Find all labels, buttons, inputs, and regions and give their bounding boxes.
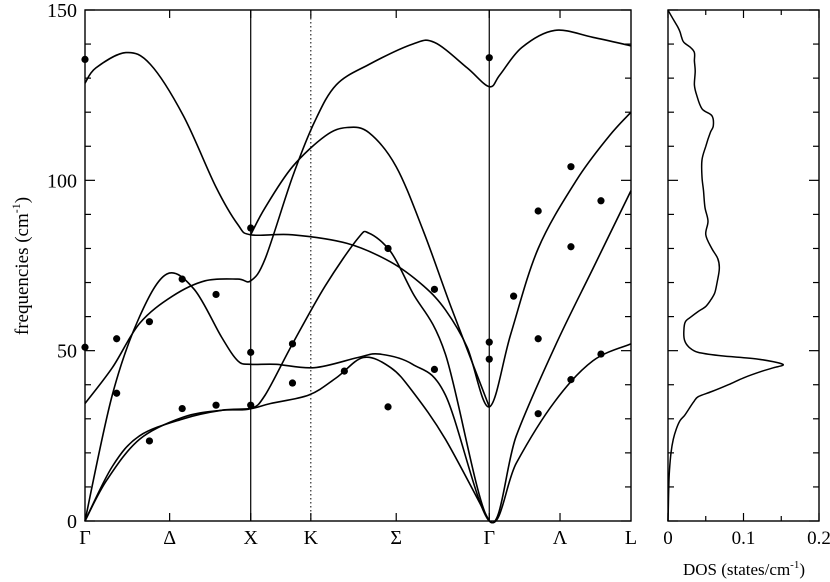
dos-x-axis-label-superscript: -1	[790, 559, 799, 571]
y-tick-label: 0	[67, 511, 77, 533]
dispersion-branch-4	[84, 190, 632, 524]
experimental-point	[485, 338, 493, 346]
y-tick-label: 50	[57, 341, 77, 363]
experimental-point	[430, 365, 439, 374]
experimental-point	[534, 335, 542, 343]
dos-x-axis-label-close: )	[799, 560, 805, 579]
dos-frame	[667, 9, 820, 522]
dispersion-panel: 0 50 100 150 Γ Δ X K Σ Γ Λ L frequencies (cm-1)	[9, 0, 637, 549]
experimental-point	[247, 224, 255, 232]
experimental-point	[567, 243, 575, 251]
experimental-point	[340, 367, 348, 375]
experimental-point	[534, 207, 542, 215]
x-tick-label: Γ	[483, 527, 495, 549]
x-tick-label: Σ	[390, 527, 402, 549]
experimental-point	[288, 379, 297, 387]
experimental-point	[485, 355, 493, 363]
experimental-point	[534, 410, 542, 418]
experimental-point	[567, 376, 575, 384]
experimental-point	[247, 401, 255, 409]
experimental-point	[288, 340, 297, 348]
y-axis-label-text: frequencies (cm	[12, 213, 33, 335]
experimental-point	[597, 350, 605, 358]
dispersion-curves	[84, 29, 632, 524]
experimental-point	[178, 275, 186, 283]
dos-x-axis-label: DOS (states/cm-1)	[683, 559, 805, 579]
experimental-point	[178, 404, 186, 413]
y-axis-label-superscript: -1	[9, 203, 23, 213]
dos-x-tick-label: 0	[663, 528, 673, 549]
experimental-point	[212, 290, 220, 299]
experimental-point	[384, 244, 392, 253]
dispersion-branch-1	[84, 51, 632, 408]
experimental-point	[485, 54, 493, 62]
dispersion-branch-2	[84, 29, 632, 404]
experimental-point	[430, 285, 439, 293]
y-axis-ticks: 0 50 100 150	[47, 0, 631, 533]
high-symmetry-lines	[250, 10, 490, 521]
experimental-point	[212, 401, 220, 409]
dispersion-branch-5	[84, 356, 491, 522]
dispersion-frame	[84, 9, 632, 522]
dos-panel: 0 0.1 0.2 DOS (states/cm-1)	[663, 9, 830, 579]
dos-x-ticks: 0 0.1 0.2	[663, 10, 830, 549]
x-tick-label: X	[243, 527, 258, 549]
experimental-point	[567, 163, 575, 171]
dos-curve	[667, 9, 785, 522]
dos-x-tick-label: 0.2	[807, 528, 830, 549]
x-tick-label: Λ	[553, 527, 568, 549]
dos-x-tick-label: 0.1	[732, 528, 756, 549]
experimental-point	[597, 197, 605, 205]
dos-line	[667, 9, 785, 522]
experimental-point	[145, 437, 154, 445]
experimental-point	[145, 318, 154, 326]
dos-y-ticks	[668, 9, 819, 522]
experimental-point	[247, 348, 255, 356]
x-tick-label: K	[304, 527, 319, 549]
dos-x-axis-label-text: DOS (states/cm	[683, 560, 790, 579]
x-tick-label: L	[625, 527, 637, 549]
y-tick-label: 150	[47, 0, 77, 22]
dispersion-branch-3	[84, 272, 632, 524]
experimental-point	[510, 292, 518, 300]
experimental-point	[113, 389, 121, 397]
y-axis-label: frequencies (cm-1)	[9, 197, 33, 335]
experimental-point	[113, 335, 121, 343]
x-tick-label: Δ	[163, 527, 176, 549]
y-tick-label: 100	[47, 170, 77, 192]
dispersion-branch-6	[249, 126, 491, 408]
experimental-points	[81, 54, 605, 445]
x-tick-label: Γ	[79, 527, 91, 549]
experimental-point	[384, 403, 392, 411]
y-axis-label-close: )	[12, 197, 33, 203]
